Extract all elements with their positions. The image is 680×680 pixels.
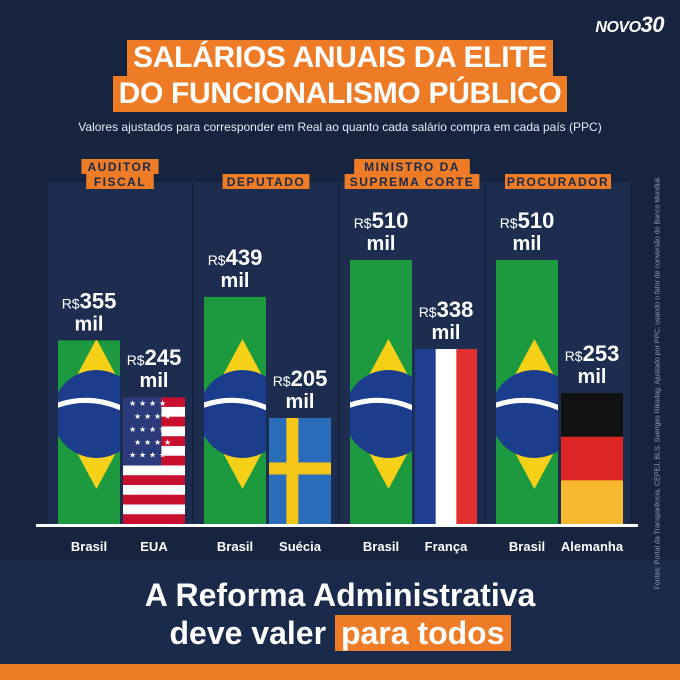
bar-unit-label: mil (286, 391, 315, 413)
group-title-bg (86, 174, 154, 189)
group-title-text: DEPUTADO (227, 175, 305, 189)
flag-band (496, 397, 558, 411)
bar-brasil (58, 340, 120, 524)
category-label: EUA (140, 539, 168, 554)
bar-unit-label: mil (513, 233, 542, 255)
flag-star: ★ (129, 399, 136, 408)
category-label: Suécia (279, 539, 322, 554)
group-title-bg (344, 174, 480, 189)
category-label: França (425, 539, 468, 554)
bottom-line-2: deve valer para todos (0, 614, 680, 652)
group-title-text: PROCURADOR (507, 175, 609, 189)
flag-star: ★ (139, 425, 146, 434)
title-line-1: SALÁRIOS ANUAIS DA ELITE (0, 40, 680, 76)
group-title-text: SUPREMA CORTE (350, 175, 474, 189)
bar-value-label: R$355 (62, 288, 117, 313)
flag-stripe (123, 514, 185, 524)
flag-blue-globe (350, 370, 412, 458)
bar-brasil (350, 260, 412, 524)
flag-star: ★ (164, 412, 171, 421)
flag-star: ★ (149, 451, 156, 460)
flag-black-band (561, 393, 623, 438)
group-title-bg (505, 174, 611, 189)
bar-brasil (496, 260, 558, 524)
flag-blue-band (415, 349, 437, 524)
category-label: Brasil (217, 539, 253, 554)
bottom-line-1: A Reforma Administrativa (144, 577, 536, 613)
flag-canton (123, 397, 162, 466)
flag-star: ★ (134, 438, 141, 447)
flag-star: ★ (144, 412, 151, 421)
group-title-bg (81, 159, 159, 174)
flag-star: ★ (154, 438, 161, 447)
bar-unit-label: mil (578, 366, 607, 388)
category-label: Brasil (363, 539, 399, 554)
flag-cross-horizontal (269, 462, 331, 475)
bottom-accent-strip (0, 664, 680, 680)
bar-eua: ★ ★ ★ ★★ ★ ★ ★★ ★ ★ ★★ ★ ★ ★★ ★ ★ ★ (123, 397, 185, 524)
bar-alemanha (561, 393, 623, 524)
bar-unit-label: mil (432, 322, 461, 344)
flag-red-band (456, 349, 477, 524)
category-label: Brasil (71, 539, 107, 554)
flag-blue-globe (58, 370, 120, 458)
flag-star: ★ (159, 425, 166, 434)
title-line-2: DO FUNCIONALISMO PÚBLICO (0, 76, 680, 112)
bar-value-label: R$338 (419, 297, 474, 322)
bar-value-label: R$439 (208, 245, 263, 270)
flag-star: ★ (164, 438, 171, 447)
category-label: Brasil (509, 539, 545, 554)
flag-star: ★ (159, 451, 166, 460)
bottom-line-2-prefix: deve valer (169, 615, 335, 651)
flag-stripe (123, 475, 185, 486)
group-title-text: FISCAL (94, 175, 146, 189)
group-title-text: AUDITOR (88, 160, 153, 174)
bar-unit-label: mil (140, 370, 169, 392)
flag-star: ★ (134, 412, 141, 421)
flag-stripe (123, 465, 185, 476)
chart-baseline (36, 524, 638, 527)
flag-star: ★ (149, 425, 156, 434)
flag-stripe (123, 494, 185, 505)
flag-blue-globe (496, 370, 558, 458)
flag-band (350, 397, 412, 411)
bar-unit-label: mil (367, 233, 396, 255)
group-title-bg (354, 159, 470, 174)
flag-stripe (123, 504, 185, 515)
flag-star: ★ (149, 399, 156, 408)
flag-star: ★ (129, 451, 136, 460)
bar-unit-label: mil (221, 270, 250, 292)
bar-value-label: R$205 (273, 366, 328, 391)
flag-white-band (435, 349, 458, 524)
flag-blue-globe (204, 370, 266, 458)
category-label: Alemanha (561, 539, 624, 554)
bar-value-label: R$245 (127, 345, 182, 370)
novo30-logo: NOVO30 (595, 12, 664, 37)
bar-frança (415, 349, 477, 524)
flag-star: ★ (154, 412, 161, 421)
flag-red-band (561, 436, 623, 482)
flag-star: ★ (159, 399, 166, 408)
flag-star: ★ (144, 438, 151, 447)
flag-gold-band (561, 480, 623, 524)
flag-star: ★ (129, 425, 136, 434)
bar-suécia (269, 417, 331, 524)
bar-value-label: R$253 (565, 341, 620, 366)
group-title-text: MINISTRO DA (364, 160, 460, 174)
subtitle: Valores ajustados para corresponder em R… (78, 120, 602, 134)
group-title-bg (222, 174, 310, 189)
bar-value-label: R$510 (354, 208, 409, 233)
bar-value-label: R$510 (500, 208, 555, 233)
flag-star: ★ (139, 399, 146, 408)
flag-band (204, 397, 266, 411)
bottom-highlight: para todos (334, 615, 511, 651)
bar-brasil (204, 296, 266, 524)
bar-unit-label: mil (75, 313, 104, 335)
flag-star: ★ (139, 451, 146, 460)
flag-stripe (123, 484, 185, 496)
flag-band (58, 397, 120, 411)
